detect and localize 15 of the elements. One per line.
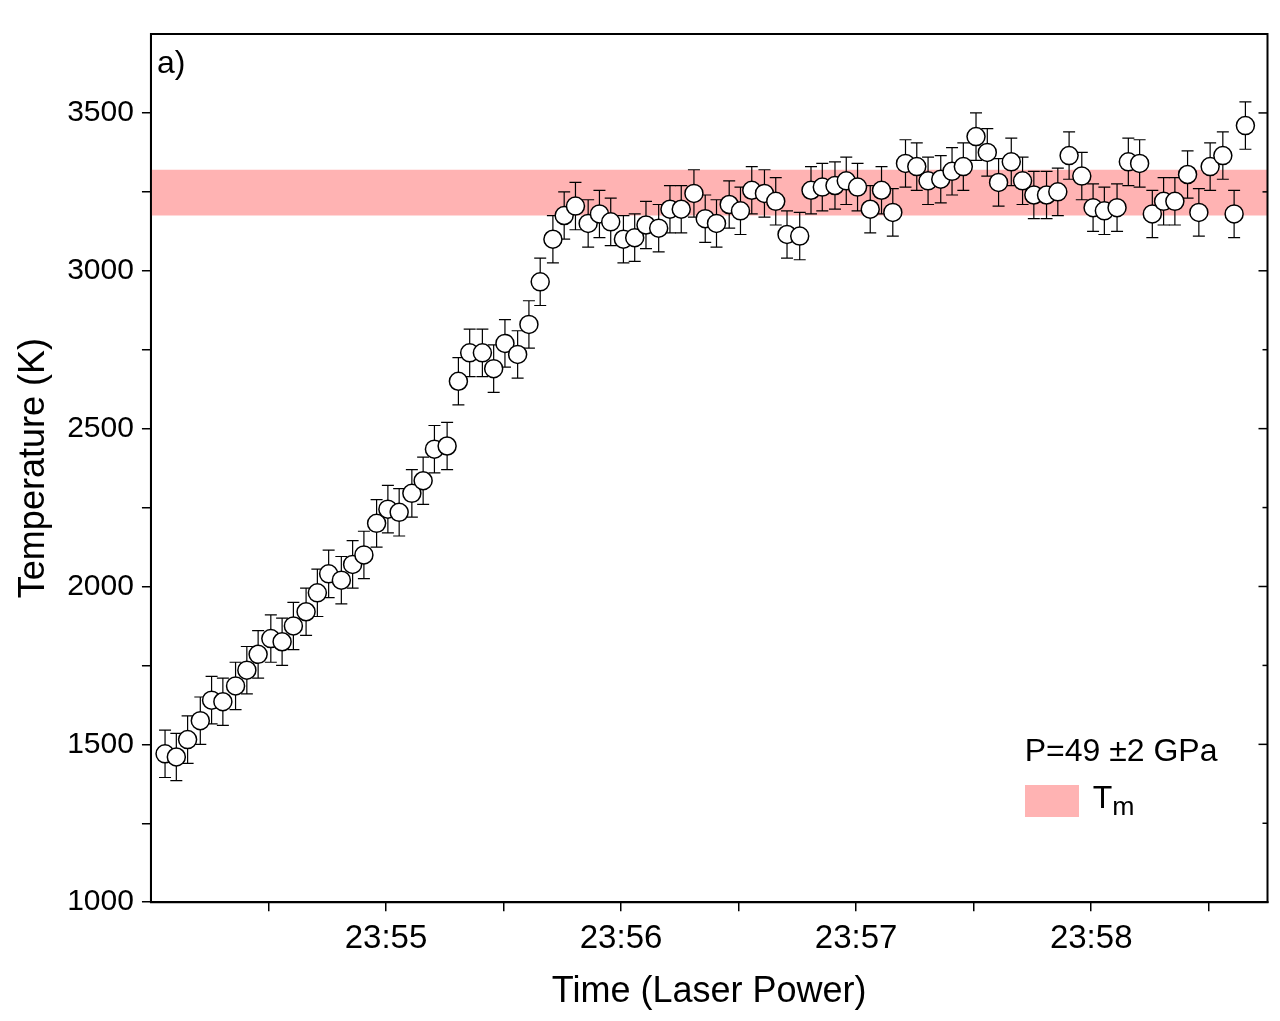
y-tick-label: 1000 — [67, 883, 134, 917]
annotation: a) — [156, 43, 186, 80]
x-tick-label: 23:57 — [814, 918, 898, 956]
x-tick-label: 23:58 — [1049, 918, 1133, 956]
y-axis-title: Temperature (K) — [10, 338, 52, 599]
legend-label: T$_{m}$ — [1092, 779, 1135, 823]
y-tick-label: 2500 — [67, 409, 134, 443]
legend-title: P=49 ±2 GPa — [1024, 732, 1218, 770]
x-tick-label: 23:55 — [344, 918, 428, 956]
y-tick-label: 1500 — [67, 725, 134, 759]
y-tick-label: 2000 — [67, 567, 134, 601]
y-tick-label: 3500 — [67, 94, 134, 128]
x-axis-title: Time (Laser Power) — [551, 969, 867, 1011]
y-tick-label: 3000 — [67, 252, 134, 286]
x-tick-label: 23:56 — [579, 918, 663, 956]
